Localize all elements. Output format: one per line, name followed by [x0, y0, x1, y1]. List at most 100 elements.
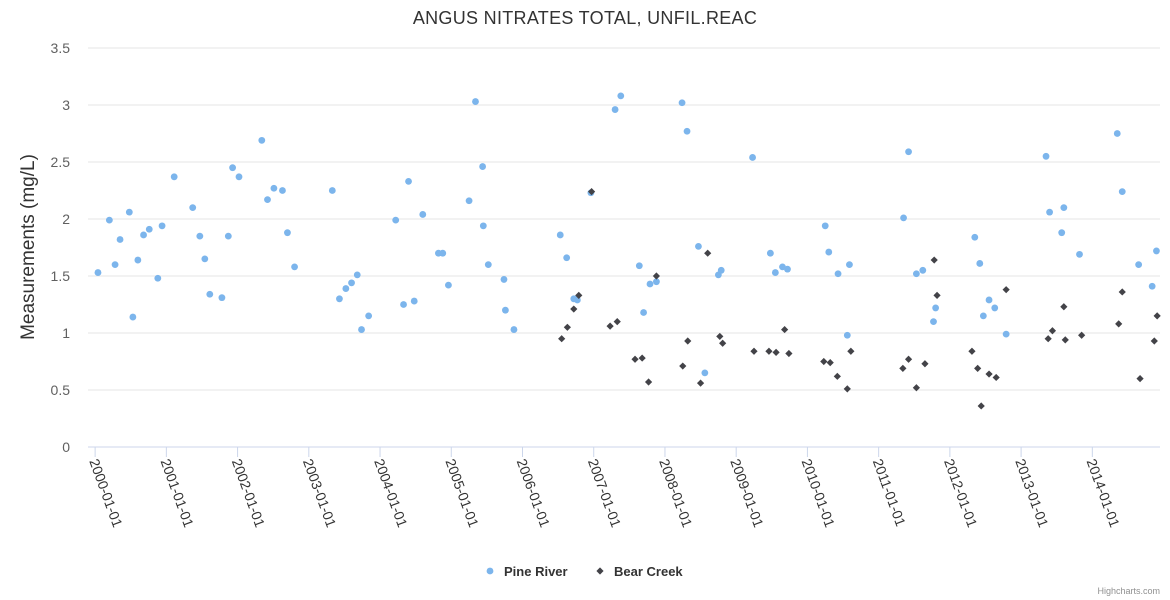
bear-creek-point[interactable]	[570, 305, 578, 313]
pine-river-point[interactable]	[1046, 208, 1053, 216]
bear-creek-point[interactable]	[899, 364, 907, 372]
pine-river-point[interactable]	[771, 269, 779, 276]
pine-river-point[interactable]	[235, 173, 243, 181]
pine-river-point[interactable]	[365, 312, 373, 320]
bear-creek-point[interactable]	[563, 323, 571, 331]
bear-creek-point[interactable]	[843, 385, 851, 393]
bear-creek-point[interactable]	[904, 355, 913, 363]
bear-creek-point[interactable]	[833, 372, 841, 380]
pine-river-point[interactable]	[919, 266, 927, 274]
bear-creek-point[interactable]	[1044, 335, 1052, 343]
pine-river-point[interactable]	[270, 184, 278, 192]
pine-river-point[interactable]	[1113, 130, 1121, 137]
pine-river-point[interactable]	[556, 231, 564, 239]
pine-river-point[interactable]	[206, 290, 214, 298]
bear-creek-point[interactable]	[1060, 303, 1068, 311]
pine-river-point[interactable]	[683, 127, 691, 135]
pine-river-point[interactable]	[1153, 247, 1160, 255]
bear-creek-point[interactable]	[974, 364, 982, 372]
pine-river-point[interactable]	[821, 222, 829, 230]
legend-item-pine-river[interactable]: Pine River	[486, 564, 568, 579]
pine-river-point[interactable]	[145, 225, 153, 233]
bear-creek-point[interactable]	[930, 256, 938, 264]
bear-creek-point[interactable]	[704, 249, 712, 257]
bear-creek-point[interactable]	[587, 188, 596, 196]
pine-river-point[interactable]	[930, 318, 937, 325]
pine-river-point[interactable]	[218, 294, 226, 302]
bear-creek-point[interactable]	[992, 373, 1000, 382]
pine-river-point[interactable]	[328, 187, 336, 194]
pine-river-point[interactable]	[701, 369, 709, 377]
bear-creek-point[interactable]	[1150, 337, 1158, 345]
pine-river-point[interactable]	[502, 306, 509, 314]
bear-creek-point[interactable]	[1118, 288, 1126, 296]
pine-river-point[interactable]	[1042, 152, 1050, 160]
pine-river-point[interactable]	[258, 136, 266, 144]
pine-river-point[interactable]	[784, 265, 791, 273]
pine-river-point[interactable]	[766, 249, 774, 257]
pine-river-point[interactable]	[445, 281, 452, 289]
pine-river-point[interactable]	[154, 274, 162, 282]
pine-river-point[interactable]	[284, 229, 291, 237]
bear-creek-point[interactable]	[638, 354, 646, 362]
legend-item-bear-creek[interactable]: Bear Creek	[596, 564, 683, 579]
pine-river-point[interactable]	[717, 266, 725, 274]
pine-river-point[interactable]	[846, 261, 853, 268]
bear-creek-point[interactable]	[1078, 331, 1086, 339]
bear-creek-point[interactable]	[558, 335, 566, 343]
pine-river-point[interactable]	[653, 278, 660, 286]
pine-river-point[interactable]	[1060, 204, 1068, 212]
pine-river-point[interactable]	[224, 232, 232, 240]
pine-river-point[interactable]	[348, 279, 355, 287]
pine-river-point[interactable]	[979, 312, 987, 320]
bear-creek-point[interactable]	[575, 291, 583, 299]
bear-creek-point[interactable]	[933, 291, 941, 299]
pine-river-point[interactable]	[472, 98, 479, 105]
pine-river-point[interactable]	[465, 197, 473, 205]
pine-river-point[interactable]	[479, 163, 487, 170]
pine-river-point[interactable]	[196, 232, 204, 240]
pine-river-point[interactable]	[843, 331, 851, 339]
pine-river-point[interactable]	[1135, 261, 1143, 268]
bear-creek-point[interactable]	[826, 359, 834, 367]
pine-river-point[interactable]	[905, 148, 912, 156]
pine-river-point[interactable]	[134, 256, 142, 264]
pine-river-point[interactable]	[125, 208, 133, 216]
bear-creek-point[interactable]	[765, 347, 773, 355]
pine-river-point[interactable]	[439, 249, 447, 257]
pine-river-point[interactable]	[646, 280, 654, 288]
pine-river-point[interactable]	[900, 214, 907, 222]
bear-creek-point[interactable]	[921, 360, 929, 368]
pine-river-point[interactable]	[116, 236, 124, 243]
bear-creek-point[interactable]	[985, 370, 993, 378]
pine-river-point[interactable]	[405, 177, 412, 185]
bear-creek-point[interactable]	[912, 384, 920, 392]
pine-river-point[interactable]	[1076, 250, 1083, 258]
bear-creek-point[interactable]	[696, 379, 705, 387]
pine-river-point[interactable]	[563, 254, 571, 262]
pine-river-point[interactable]	[510, 326, 518, 333]
bear-creek-point[interactable]	[968, 347, 976, 355]
bear-creek-point[interactable]	[750, 347, 758, 355]
bear-creek-point[interactable]	[977, 402, 985, 410]
pine-river-point[interactable]	[158, 222, 166, 230]
pine-river-point[interactable]	[400, 301, 407, 308]
pine-river-point[interactable]	[201, 255, 209, 263]
bear-creek-point[interactable]	[679, 362, 687, 370]
pine-river-point[interactable]	[140, 231, 147, 239]
pine-river-point[interactable]	[392, 216, 400, 224]
pine-river-point[interactable]	[111, 261, 119, 268]
pine-river-point[interactable]	[264, 196, 271, 204]
credits-link[interactable]: Highcharts.com	[1097, 586, 1160, 596]
pine-river-point[interactable]	[291, 263, 298, 271]
pine-river-point[interactable]	[279, 187, 286, 194]
pine-river-point[interactable]	[336, 295, 343, 303]
bear-creek-point[interactable]	[1061, 336, 1069, 344]
pine-river-point[interactable]	[105, 216, 113, 224]
bear-creek-point[interactable]	[613, 318, 621, 326]
pine-river-point[interactable]	[479, 222, 487, 230]
bear-creek-point[interactable]	[781, 325, 789, 334]
bear-creek-point[interactable]	[606, 322, 614, 330]
pine-river-point[interactable]	[825, 248, 833, 256]
pine-river-point[interactable]	[971, 233, 979, 241]
